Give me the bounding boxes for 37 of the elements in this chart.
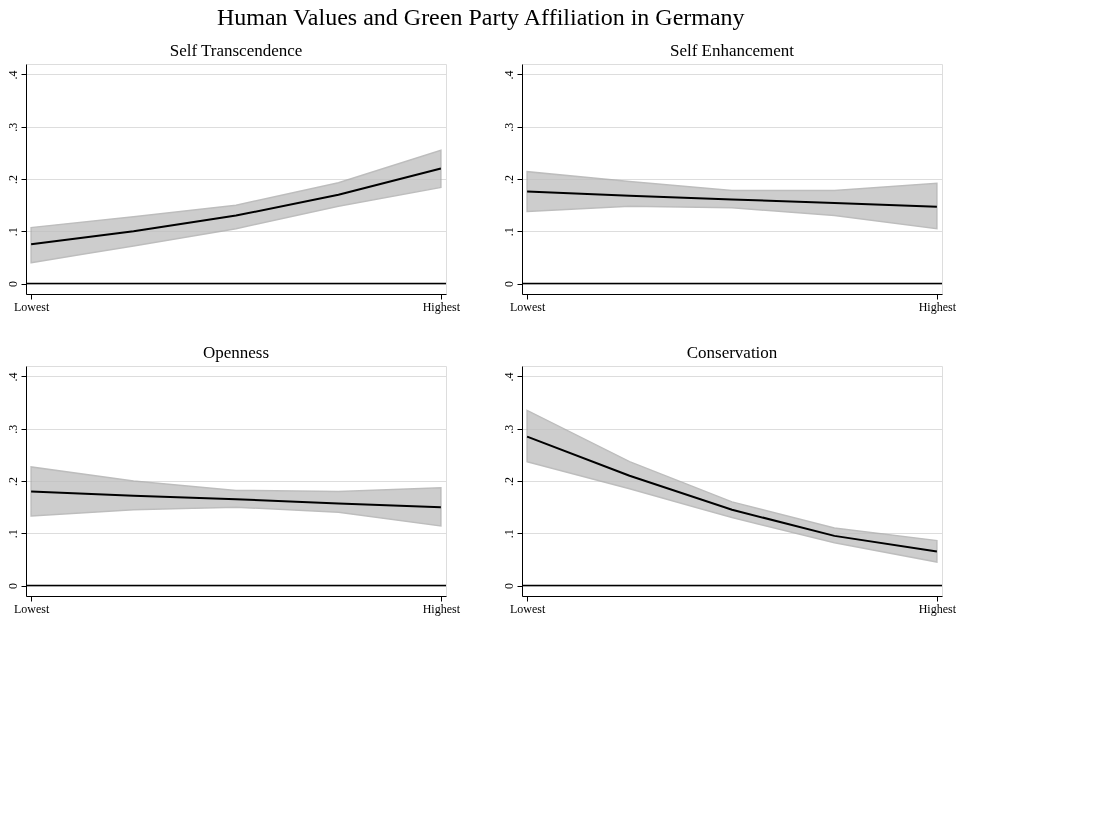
- chart-title: Conservation: [686, 343, 778, 362]
- y-tick-label: .3: [501, 424, 516, 434]
- x-tick-label: Lowest: [509, 601, 546, 616]
- y-tick-label: .1: [501, 227, 516, 237]
- y-tick-label: .2: [501, 477, 516, 486]
- y-tick-label: .2: [5, 477, 20, 486]
- y-tick-label: .3: [501, 122, 516, 132]
- text: Human Values and Green Party Affiliation in Germany: [216, 3, 745, 30]
- y-tick-label: .1: [5, 529, 20, 539]
- y-tick-label: 0: [5, 281, 20, 288]
- x-tick-label: Highest: [918, 299, 957, 314]
- y-tick-label: .4: [501, 70, 516, 80]
- line-series: [526, 190, 938, 208]
- y-tick-label: .4: [5, 70, 20, 80]
- y-tick-label: 0: [5, 583, 20, 590]
- chart-title: Self Transcendence: [169, 41, 303, 60]
- x-tick-label: Highest: [918, 601, 957, 616]
- x-tick-label: Lowest: [509, 299, 546, 314]
- chart-title: Self Enhancement: [669, 41, 795, 60]
- y-tick-label: .2: [501, 175, 516, 184]
- x-tick-label: Highest: [422, 601, 461, 616]
- y-tick-label: .3: [5, 424, 20, 434]
- y-tick-label: .1: [5, 227, 20, 237]
- y-tick-label: .4: [501, 372, 516, 382]
- x-tick-label: Lowest: [13, 601, 50, 616]
- y-tick-label: .4: [5, 372, 20, 382]
- chart-title: Openness: [202, 343, 270, 362]
- y-tick-label: .1: [501, 529, 516, 539]
- y-tick-label: .2: [5, 175, 20, 184]
- line-series: [526, 435, 938, 553]
- x-tick-label: Lowest: [13, 299, 50, 314]
- line-series: [30, 167, 442, 246]
- x-tick-label: Highest: [422, 299, 461, 314]
- y-tick-label: .3: [5, 122, 20, 132]
- y-tick-label: 0: [501, 281, 516, 288]
- line-series: [30, 490, 442, 509]
- y-tick-label: 0: [501, 583, 516, 590]
